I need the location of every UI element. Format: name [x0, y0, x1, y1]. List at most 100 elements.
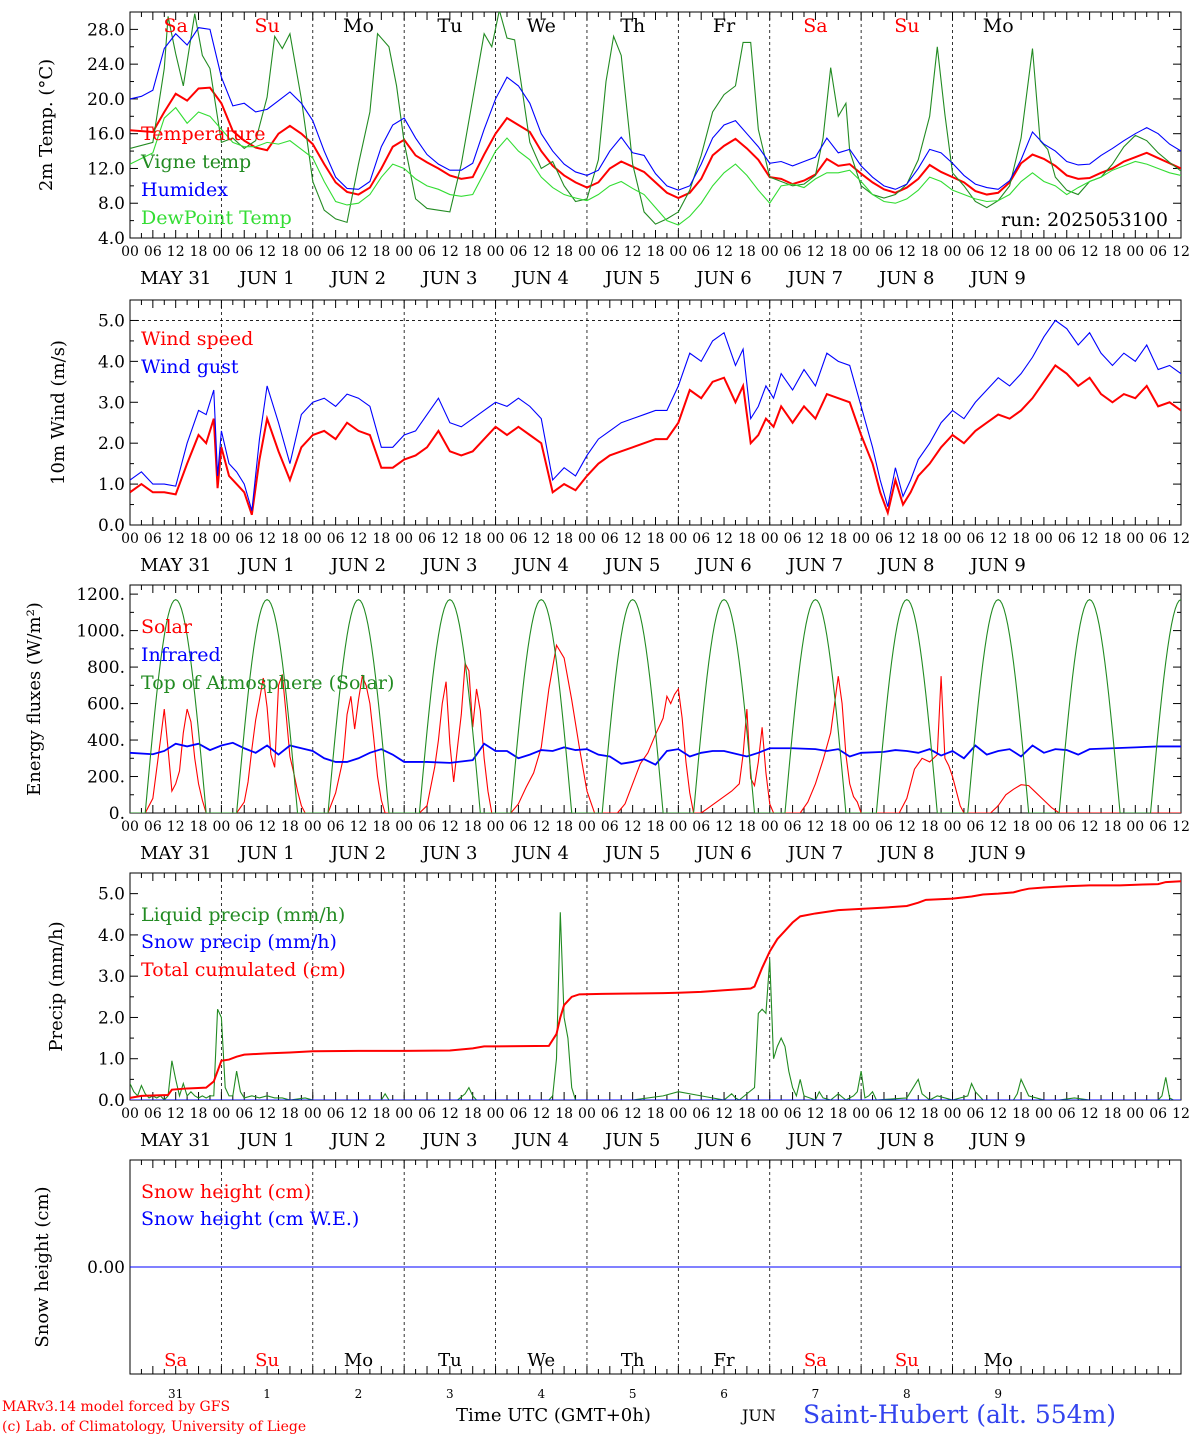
y-tick-label: 2.0 [98, 434, 125, 454]
day-label: MAY 31 [140, 268, 211, 289]
hour-label: 00 [1035, 1106, 1053, 1122]
hour-label: 06 [966, 819, 984, 835]
hour-label: 00 [852, 819, 870, 835]
hour-label: 00 [304, 819, 322, 835]
hour-label: 12 [350, 1106, 368, 1122]
hour-label: 18 [464, 531, 482, 547]
day-number-label: 31 [168, 1387, 183, 1401]
hour-label: 12 [350, 531, 368, 547]
series-line-dewpoint-temp [130, 106, 1181, 226]
y-tick-label: 24.0 [87, 55, 125, 75]
hour-label: 00 [487, 1106, 505, 1122]
y-axis-label: Energy fluxes (W/m²) [24, 602, 45, 796]
legend-entry: Humidex [141, 179, 228, 201]
hour-label: 00 [669, 244, 687, 260]
day-label: JUN 3 [420, 268, 477, 289]
hour-label: 12 [258, 1106, 276, 1122]
hour-label: 18 [738, 1106, 756, 1122]
day-label: JUN 6 [694, 843, 751, 864]
hour-label: 18 [1012, 244, 1030, 260]
hour-label: 12 [1081, 1106, 1099, 1122]
weekday-label: Th [620, 15, 645, 37]
hour-label: 00 [212, 1106, 230, 1122]
day-label: JUN 9 [969, 268, 1026, 289]
hour-label: 00 [121, 531, 139, 547]
series-line-infrared [130, 741, 1181, 766]
hour-label: 12 [807, 819, 825, 835]
hour-label: 18 [555, 244, 573, 260]
series-line-temperature [130, 86, 1181, 200]
hour-label: 06 [327, 819, 345, 835]
day-number-label: 1 [263, 1387, 271, 1401]
hour-label: 06 [144, 531, 162, 547]
series-line-wind-speed [130, 364, 1181, 517]
y-tick-label: 600. [87, 695, 125, 715]
hour-label: 00 [212, 244, 230, 260]
weekday-label: Su [895, 1350, 919, 1371]
hour-label: 12 [989, 244, 1007, 260]
hour-label: 06 [509, 819, 527, 835]
hour-label: 18 [372, 819, 390, 835]
hour-label: 12 [898, 1106, 916, 1122]
hour-label: 06 [327, 1106, 345, 1122]
weekday-label: Fr [713, 15, 736, 37]
hour-label: 06 [418, 244, 436, 260]
legend-entry: Snow height (cm W.E.) [141, 1208, 359, 1230]
hour-label: 06 [875, 244, 893, 260]
series-line-top-of-atmosphere-solar- [130, 598, 1181, 813]
hour-label: 00 [1035, 244, 1053, 260]
series-line-liquid-precip-mm-h- [130, 912, 1181, 1100]
hour-label: 00 [121, 819, 139, 835]
hour-label: 12 [989, 531, 1007, 547]
y-tick-label: 200. [87, 768, 125, 788]
hour-label: 06 [784, 531, 802, 547]
legend-entry: Top of Atmosphere (Solar) [141, 672, 394, 694]
day-label: JUN 8 [877, 1130, 934, 1151]
hour-label: 00 [852, 1106, 870, 1122]
hour-label: 06 [875, 1106, 893, 1122]
day-label: JUN 8 [877, 843, 934, 864]
y-tick-label: 3.0 [98, 967, 125, 987]
legend-entry: Liquid precip (mm/h) [141, 904, 345, 926]
y-tick-label: 4.0 [98, 229, 125, 249]
hour-label: 18 [281, 819, 299, 835]
hour-label: 00 [1126, 819, 1144, 835]
hour-label: 12 [350, 244, 368, 260]
day-label: JUN 5 [603, 268, 660, 289]
day-label: JUN 2 [329, 1130, 386, 1151]
hour-label: 00 [1126, 531, 1144, 547]
hour-label: 12 [1172, 819, 1190, 835]
hour-label: 18 [647, 244, 665, 260]
hour-label: 18 [281, 1106, 299, 1122]
hour-label: 12 [715, 819, 733, 835]
hour-label: 18 [738, 531, 756, 547]
hour-label: 18 [464, 1106, 482, 1122]
day-label: JUN 3 [420, 843, 477, 864]
y-tick-label: 12.0 [87, 159, 125, 179]
weekday-label: Mo [343, 15, 374, 37]
y-axis-label: 2m Temp. (°C) [36, 59, 57, 191]
hour-label: 12 [167, 1106, 185, 1122]
day-label: JUN 9 [969, 1130, 1026, 1151]
hour-label: 12 [258, 244, 276, 260]
panel-2: 0.0 1.0 2.0 3.0 4.0 5.0 10m Wind (m/s) Wind spe… [48, 299, 1190, 576]
hour-label: 12 [258, 819, 276, 835]
hour-label: 12 [167, 244, 185, 260]
hour-label: 18 [555, 531, 573, 547]
series-line-humidex [130, 27, 1181, 191]
hour-label: 12 [532, 819, 550, 835]
hour-label: 12 [807, 1106, 825, 1122]
hour-label: 12 [715, 244, 733, 260]
hour-label: 18 [647, 819, 665, 835]
day-label: JUN 1 [237, 843, 294, 864]
hour-label: 18 [1012, 1106, 1030, 1122]
hour-label: 06 [601, 819, 619, 835]
hour-label: 00 [487, 531, 505, 547]
hour-label: 00 [852, 244, 870, 260]
weekday-label: Tu [437, 15, 462, 37]
weekday-label: We [527, 1350, 555, 1371]
legend-entry: Total cumulated (cm) [141, 959, 346, 981]
y-tick-label: 4.0 [98, 926, 125, 946]
hour-label: 00 [761, 244, 779, 260]
hour-label: 00 [669, 1106, 687, 1122]
